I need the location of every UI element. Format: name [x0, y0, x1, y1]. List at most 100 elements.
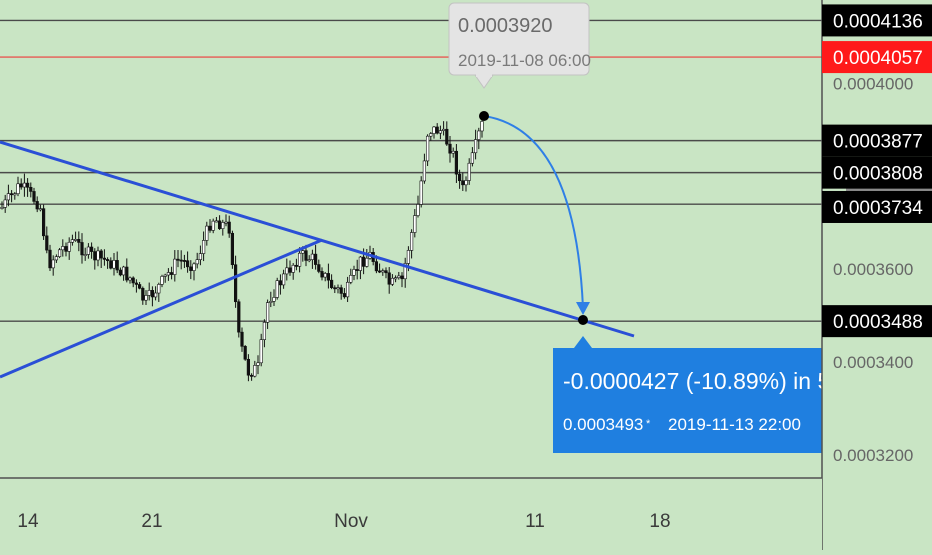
candle-body-127	[406, 250, 411, 264]
candle-body-12	[38, 208, 42, 211]
projection-change: -0.0000427 (-10.89%) in 5	[563, 368, 830, 394]
candle-body-118	[377, 270, 382, 273]
candle-body-68	[218, 220, 222, 229]
start-point-marker[interactable]	[479, 111, 489, 121]
candle-body-62	[198, 253, 203, 260]
candle-body-28	[90, 246, 94, 252]
price-badge-3	[822, 156, 932, 189]
candle-body-48	[154, 292, 158, 298]
time-axis[interactable]: 14 21 Nov 11 18	[0, 477, 822, 550]
candle-body-36	[115, 260, 119, 271]
candle-body-21	[67, 241, 71, 252]
candle-body-42	[134, 282, 139, 285]
candle-body-125	[400, 275, 404, 280]
y-tick-label-3: 0.0003200	[833, 446, 913, 465]
candle-body-70	[224, 221, 228, 224]
candle-body-101	[323, 273, 327, 278]
price-badge-label-4: 0.0003734	[833, 198, 923, 219]
trendlines[interactable]	[0, 140, 635, 379]
candle-body-63	[202, 240, 206, 254]
candle-body-27	[86, 246, 90, 255]
candle-body-108	[345, 281, 350, 298]
candle-body-47	[150, 290, 155, 298]
candle-body-50	[160, 276, 164, 285]
price-badge-label-1: 0.0004057	[833, 48, 923, 69]
price-badge-label-0: 0.0004136	[833, 11, 923, 32]
candle-body-75	[240, 331, 244, 347]
candle-body-149	[477, 130, 481, 140]
candle-body-2	[6, 193, 10, 201]
candle-body-137	[438, 130, 443, 134]
candle-body-14	[45, 235, 49, 251]
candle-body-38	[122, 266, 126, 276]
candle-body-94	[301, 250, 305, 254]
candle-body-113	[361, 256, 366, 267]
candlesticks	[0, 113, 484, 382]
candle-body-96	[307, 259, 311, 262]
candle-body-13	[41, 208, 46, 237]
top-price-tooltip: 0.0003920 2019-11-08 06:00	[448, 2, 591, 89]
candle-body-54	[173, 258, 177, 275]
candle-body-46	[147, 290, 151, 296]
candle-body-8	[25, 182, 30, 188]
candle-body-49	[157, 284, 161, 294]
candle-body-10	[32, 191, 36, 202]
candle-body-40	[128, 277, 132, 281]
candle-body-55	[176, 258, 180, 261]
candle-body-41	[131, 277, 135, 284]
candle-body-79	[253, 365, 257, 377]
candle-body-37	[118, 269, 122, 276]
candle-body-93	[297, 252, 302, 267]
candle-body-71	[227, 221, 231, 234]
candle-body-32	[102, 257, 106, 260]
candle-body-111	[355, 269, 359, 271]
candle-body-73	[234, 264, 238, 303]
horizontal-levels	[0, 19, 822, 322]
y-tick-label-0: 0.0004000	[833, 75, 913, 94]
ascending-trendline[interactable]	[0, 238, 323, 379]
candle-body-20	[64, 246, 68, 252]
price-badge-1	[822, 41, 932, 74]
candle-body-92	[294, 264, 299, 267]
candle-body-145	[464, 180, 468, 186]
candle-body-136	[435, 126, 439, 134]
candle-body-64	[205, 225, 209, 241]
candle-body-98	[313, 253, 318, 265]
candle-body-52	[166, 272, 171, 276]
candle-body-148	[473, 139, 478, 154]
candle-body-140	[448, 143, 452, 154]
descending-trendline[interactable]	[0, 140, 635, 338]
candle-body-23	[74, 239, 78, 241]
price-badge-5	[822, 305, 932, 338]
candle-body-26	[83, 254, 87, 256]
x-tick-label-1: 21	[141, 511, 162, 532]
price-badge-label-5: 0.0003488	[833, 312, 923, 333]
projection-arrow[interactable]	[479, 111, 590, 325]
candle-body-72	[230, 232, 235, 266]
candle-body-0	[0, 207, 4, 209]
candle-body-121	[387, 272, 391, 285]
candle-body-109	[349, 274, 353, 283]
candle-body-114	[365, 257, 369, 267]
candle-body-134	[429, 133, 433, 137]
candle-body-126	[403, 263, 407, 280]
candle-body-146	[467, 162, 471, 181]
candle-body-35	[112, 260, 116, 269]
candle-body-83	[265, 302, 270, 323]
candle-body-144	[461, 180, 465, 186]
candle-body-133	[425, 135, 430, 162]
candle-body-5	[16, 183, 20, 195]
end-point-marker[interactable]	[578, 315, 588, 325]
candle-body-99	[317, 264, 321, 272]
candle-body-11	[35, 201, 39, 210]
candle-body-104	[333, 287, 337, 290]
candle-body-19	[61, 246, 65, 251]
candle-body-112	[358, 256, 363, 271]
candle-body-90	[288, 267, 292, 273]
candle-body-45	[144, 295, 148, 301]
candle-body-95	[304, 250, 308, 261]
projection-price-mark: *	[646, 418, 651, 430]
